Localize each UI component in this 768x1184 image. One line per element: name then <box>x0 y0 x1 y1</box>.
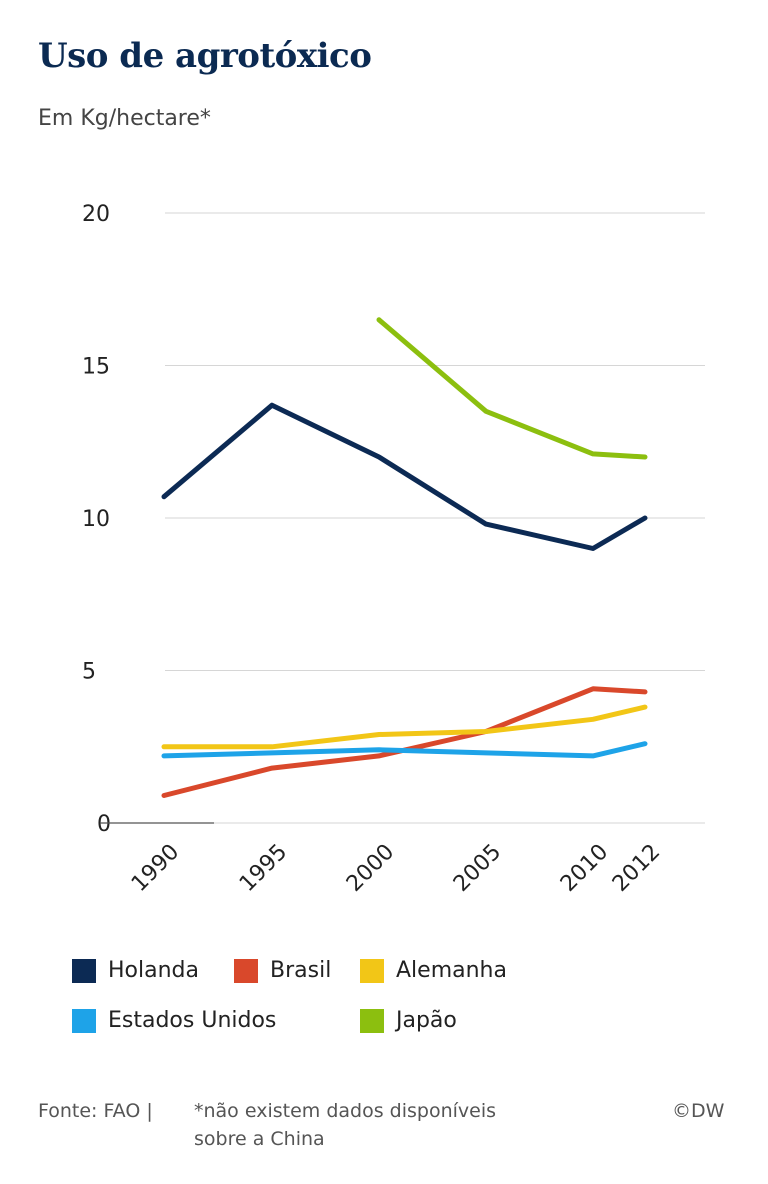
legend-label-brasil: Brasil <box>270 958 332 983</box>
legend-swatch-holanda <box>72 958 96 983</box>
footer-note-line2: sobre a China <box>194 1128 325 1150</box>
legend-item-brasil: Brasil <box>234 958 331 983</box>
series-line-alemanha <box>161 704 648 750</box>
x-tick-label-1990: 1990 <box>127 840 184 897</box>
legend-item-estados-unidos: Estados Unidos <box>72 1008 276 1033</box>
legend-label-estados-unidos: Estados Unidos <box>108 1008 277 1033</box>
legend-swatch-brasil <box>234 958 258 983</box>
legend-swatch-estados-unidos <box>72 1008 96 1033</box>
footer-source: Fonte: FAO | <box>38 1100 153 1122</box>
legend-swatch-alemanha <box>360 958 384 983</box>
legend-item-alemanha: Alemanha <box>360 958 507 983</box>
x-tick-label-2005: 2005 <box>449 840 506 897</box>
series-line-jap-o <box>376 317 648 460</box>
legend-item-holanda: Holanda <box>72 958 199 983</box>
footer-note-line1: *não existem dados disponíveis <box>194 1100 496 1122</box>
y-tick-label-20: 20 <box>82 202 110 227</box>
y-tick-label-0: 0 <box>97 812 111 837</box>
x-tick-label-2010: 2010 <box>556 840 613 897</box>
footer-note: *não existem dados disponíveis sobre a C… <box>194 1097 496 1153</box>
chart-title: Uso de agrotóxico <box>38 36 372 76</box>
legend-label-japao: Japão <box>396 1008 457 1033</box>
series-line-holanda <box>161 402 648 551</box>
footer-credit: ©DW <box>672 1100 725 1122</box>
x-tick-label-2000: 2000 <box>342 840 399 897</box>
x-tick-label-2012: 2012 <box>608 840 665 897</box>
legend-item-japao: Japão <box>360 1008 457 1033</box>
legend-swatch-japao <box>360 1008 384 1033</box>
x-tick-label-1995: 1995 <box>235 840 292 897</box>
series-line-brasil <box>161 686 648 798</box>
legend-label-alemanha: Alemanha <box>396 958 507 983</box>
y-tick-label-10: 10 <box>82 507 110 532</box>
legend-label-holanda: Holanda <box>108 958 199 983</box>
y-tick-label-15: 15 <box>82 355 110 380</box>
chart-subtitle: Em Kg/hectare* <box>38 106 211 131</box>
series-line-estados-unidos <box>161 741 648 759</box>
y-tick-label-5: 5 <box>82 660 96 685</box>
